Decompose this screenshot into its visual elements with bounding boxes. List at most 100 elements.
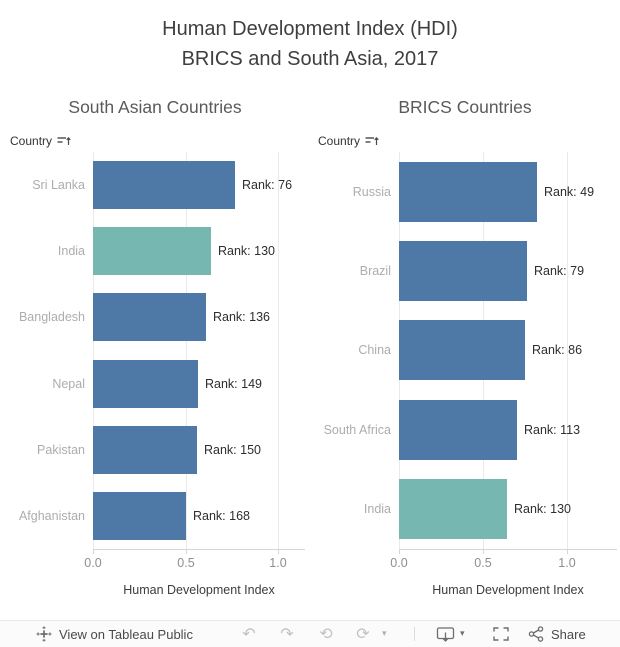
chart-brics-countries: BRICS Countries Country Russia Rank: 49 Br…	[310, 95, 620, 610]
axis-tick-label: 0.0	[390, 556, 408, 570]
worksheet-title: South Asian Countries	[68, 97, 242, 117]
row-label: Bangladesh	[18, 310, 85, 325]
bar[interactable]	[93, 293, 206, 342]
download-icon	[436, 626, 455, 642]
x-axis: 0.0 0.5 1.0	[0, 549, 310, 583]
sort-icon[interactable]	[57, 136, 71, 147]
axis-tick	[93, 550, 94, 554]
axis-tick-label: 1.0	[269, 556, 287, 570]
chart-row: South Africa Rank: 113	[310, 390, 620, 469]
x-axis-title: Human Development Index	[432, 583, 584, 597]
dashboard-title-line2: BRICS and South Asia, 2017	[181, 48, 439, 70]
redo-icon: ↷	[280, 624, 294, 643]
field-label: Country	[318, 134, 361, 148]
gridline	[93, 152, 94, 549]
axis-line	[399, 549, 617, 550]
refresh-button[interactable]: ⟳	[352, 621, 374, 647]
fullscreen-icon	[493, 627, 509, 641]
x-axis-title: Human Development Index	[123, 583, 275, 597]
chart-row: Afghanistan Rank: 168	[0, 483, 310, 549]
plot-area: Sri Lanka Rank: 76 India Rank: 130 Banglades…	[0, 152, 310, 549]
chart-row: Brazil Rank: 79	[310, 231, 620, 310]
share-label: Share	[551, 626, 586, 642]
worksheet-title: BRICS Countries	[398, 97, 532, 117]
chart-south-asian-countries: South Asian Countries Country Sri Lanka R…	[0, 95, 310, 610]
field-label: Country	[10, 134, 53, 148]
chart-row: Sri Lanka Rank: 76	[0, 152, 310, 218]
x-axis: 0.0 0.5 1.0	[310, 549, 620, 583]
axis-tick-label: 0.5	[177, 556, 195, 570]
chart-row: India Rank: 130	[310, 470, 620, 549]
column-field-country[interactable]: Country	[318, 134, 379, 148]
share-icon	[528, 626, 544, 642]
bar[interactable]	[93, 227, 211, 276]
gridline	[186, 152, 187, 549]
fullscreen-button[interactable]	[492, 621, 510, 647]
share-button[interactable]: Share	[527, 621, 586, 647]
bar-label: Rank: 136	[213, 310, 270, 325]
revert-button[interactable]: ⟲	[315, 621, 337, 647]
row-label: India	[57, 244, 85, 259]
redo-button[interactable]: ↷	[276, 621, 298, 647]
row-label: Brazil	[359, 264, 391, 279]
chart-row: China Rank: 86	[310, 311, 620, 390]
view-on-tableau-public-link[interactable]: View on Tableau Public	[36, 621, 193, 647]
bar-label: Rank: 76	[242, 178, 293, 193]
column-field-country[interactable]: Country	[10, 134, 71, 148]
bar-label: Rank: 149	[205, 376, 262, 391]
axis-tick	[399, 550, 400, 554]
bar[interactable]	[93, 359, 198, 408]
axis-tick	[278, 550, 279, 554]
row-label: South Africa	[323, 422, 391, 437]
dashboard-title: Human Development Index (HDI) BRICS and …	[0, 14, 620, 74]
axis-tick	[483, 550, 484, 554]
bar-label: Rank: 113	[524, 422, 581, 437]
undo-button[interactable]: ↶	[238, 621, 260, 647]
row-label: Pakistan	[37, 442, 85, 457]
bar-label: Rank: 150	[204, 442, 261, 457]
axis-tick-label: 0.5	[474, 556, 492, 570]
bar[interactable]	[399, 399, 517, 460]
bar[interactable]	[93, 161, 235, 210]
axis-tick-label: 0.0	[84, 556, 102, 570]
row-label: India	[363, 502, 391, 517]
bar-label: Rank: 86	[532, 343, 583, 358]
row-label: Nepal	[52, 376, 85, 391]
row-label: Sri Lanka	[32, 178, 85, 193]
row-label: Afghanistan	[18, 508, 85, 523]
refresh-dropdown-caret[interactable]: ▾	[382, 621, 394, 647]
view-on-tableau-public-label: View on Tableau Public	[59, 626, 193, 642]
chart-row: Nepal Rank: 149	[0, 351, 310, 417]
bar[interactable]	[399, 479, 507, 540]
bar-label: Rank: 130	[218, 244, 275, 259]
row-label: Russia	[352, 184, 391, 199]
gridline	[567, 152, 568, 549]
bar-label: Rank: 79	[534, 264, 585, 279]
dashboard-title-line1: Human Development Index (HDI)	[162, 18, 458, 40]
sort-icon[interactable]	[365, 136, 379, 147]
bar[interactable]	[399, 161, 537, 222]
download-dropdown-caret[interactable]: ▾	[460, 629, 465, 639]
caret-down-icon: ▾	[382, 629, 387, 639]
row-label: China	[358, 343, 391, 358]
bar[interactable]	[93, 425, 197, 474]
download-button[interactable]: ▾	[436, 621, 465, 647]
chart-row: Pakistan Rank: 150	[0, 417, 310, 483]
chart-row: Russia Rank: 49	[310, 152, 620, 231]
gridline	[278, 152, 279, 549]
chart-row: Bangladesh Rank: 136	[0, 284, 310, 350]
bar[interactable]	[399, 320, 525, 381]
bar[interactable]	[399, 241, 527, 302]
chart-row: India Rank: 130	[0, 218, 310, 284]
bar-label: Rank: 168	[193, 508, 250, 523]
refresh-icon: ⟳	[356, 624, 370, 643]
tableau-logo-icon	[36, 626, 52, 642]
axis-tick	[186, 550, 187, 554]
toolbar-separator	[414, 627, 415, 641]
bar[interactable]	[93, 491, 186, 540]
tableau-toolbar: View on Tableau Public ↶ ↷ ⟲ ⟳ ▾ ▾	[0, 620, 620, 647]
axis-tick-label: 1.0	[558, 556, 576, 570]
bar-label: Rank: 49	[544, 184, 595, 199]
axis-tick	[567, 550, 568, 554]
revert-icon: ⟲	[319, 624, 333, 643]
